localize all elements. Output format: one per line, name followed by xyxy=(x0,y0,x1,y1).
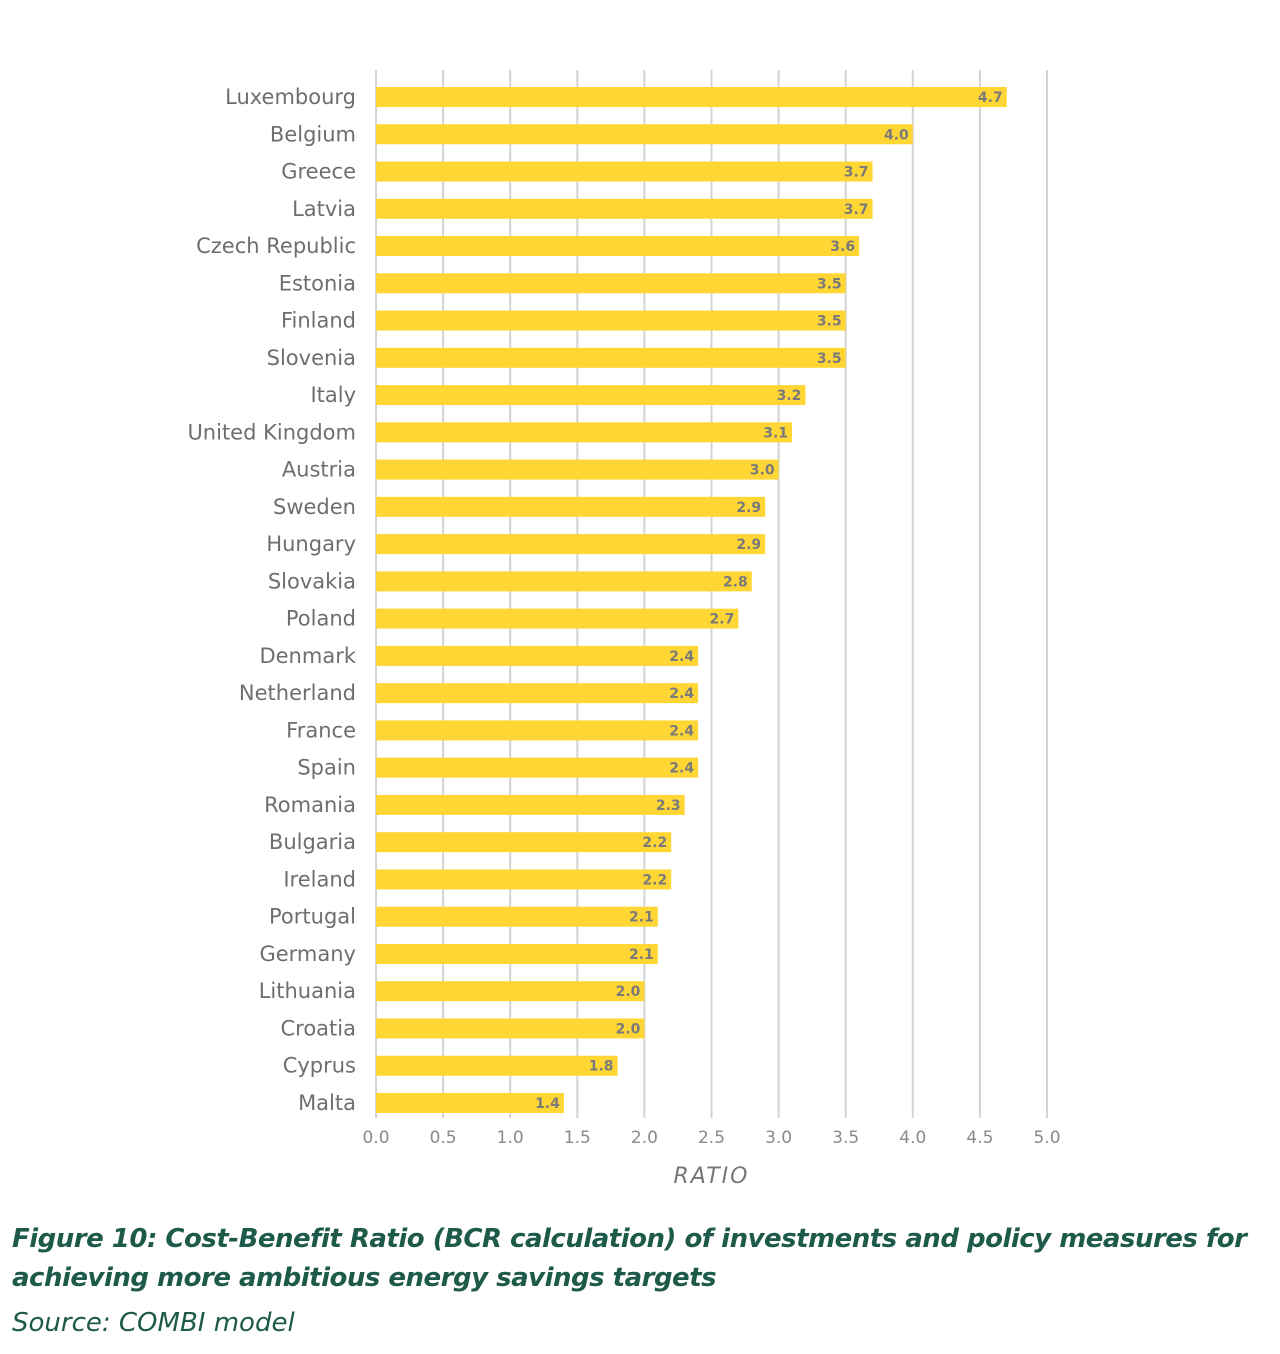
data-label: 2.0 xyxy=(616,984,641,1000)
category-label: Malta xyxy=(298,1091,356,1115)
bar xyxy=(376,459,779,480)
category-label: Lithuania xyxy=(259,979,356,1003)
data-label: 2.4 xyxy=(669,723,694,739)
x-tick-label: 1.0 xyxy=(497,1128,524,1148)
bar xyxy=(376,236,860,257)
bar xyxy=(376,683,699,704)
bar xyxy=(376,310,846,331)
x-axis-label: RATIO xyxy=(674,1164,750,1189)
data-label: 4.0 xyxy=(884,127,909,143)
data-label: 3.5 xyxy=(817,276,842,292)
bar xyxy=(376,645,699,666)
bar xyxy=(376,87,1007,107)
category-label: Slovenia xyxy=(267,346,356,370)
bar xyxy=(376,1055,618,1076)
category-label: Latvia xyxy=(292,197,356,221)
category-label: Croatia xyxy=(281,1016,357,1040)
data-label: 2.4 xyxy=(669,686,694,702)
figure-source: Source: COMBI model xyxy=(12,1308,295,1338)
bar xyxy=(376,943,658,964)
data-label: 2.4 xyxy=(669,649,694,665)
bar xyxy=(376,906,658,927)
data-label: 2.2 xyxy=(642,872,667,888)
category-label: Italy xyxy=(310,383,356,407)
bar xyxy=(376,869,672,890)
bar xyxy=(376,720,699,741)
bar xyxy=(376,273,846,294)
x-tick-label: 1.5 xyxy=(564,1128,591,1148)
category-label: Hungary xyxy=(266,532,356,556)
data-label: 2.1 xyxy=(629,910,654,926)
data-label: 2.8 xyxy=(723,574,748,590)
category-label: Greece xyxy=(281,160,356,184)
data-label: 3.2 xyxy=(777,388,802,404)
x-tick-label: 4.0 xyxy=(899,1128,926,1148)
bar xyxy=(376,832,672,853)
figure-caption: Figure 10: Cost-Benefit Ratio (BCR calcu… xyxy=(12,1224,1247,1293)
data-label: 2.0 xyxy=(616,1021,641,1037)
category-label: Netherland xyxy=(239,681,356,705)
bar xyxy=(376,757,699,778)
category-label: Belgium xyxy=(270,122,356,146)
x-tick-label: 5.0 xyxy=(1033,1128,1060,1148)
category-label: Cyprus xyxy=(283,1054,356,1078)
category-label: United Kingdom xyxy=(187,420,356,444)
data-label: 2.9 xyxy=(736,500,761,516)
bar xyxy=(376,794,685,815)
category-label: Ireland xyxy=(283,867,356,891)
bar xyxy=(376,981,645,1002)
x-tick-label: 3.0 xyxy=(765,1128,792,1148)
category-label: Portugal xyxy=(269,905,356,929)
x-tick-label: 2.0 xyxy=(631,1128,658,1148)
category-label: Romania xyxy=(264,793,356,817)
bar xyxy=(376,534,766,555)
x-tick-label: 3.5 xyxy=(832,1128,859,1148)
bar xyxy=(376,608,739,629)
x-tick-label: 4.5 xyxy=(966,1128,993,1148)
bar xyxy=(376,124,913,145)
category-label: Bulgaria xyxy=(269,830,356,854)
bar xyxy=(376,422,793,443)
data-label: 2.1 xyxy=(629,947,654,963)
x-tick-label: 0.5 xyxy=(430,1128,457,1148)
data-label: 2.9 xyxy=(736,537,761,553)
data-label: 3.5 xyxy=(817,314,842,330)
category-label: France xyxy=(286,718,356,742)
data-label: 1.4 xyxy=(535,1096,560,1112)
data-label: 3.5 xyxy=(817,351,842,367)
bar xyxy=(376,385,806,406)
category-label: Luxembourg xyxy=(225,85,356,109)
category-label: Finland xyxy=(281,309,356,333)
category-label: Slovakia xyxy=(268,569,356,593)
category-label: Sweden xyxy=(273,495,356,519)
category-label: Estonia xyxy=(279,271,356,295)
data-label: 2.4 xyxy=(669,761,694,777)
category-label: Spain xyxy=(297,756,356,780)
data-label: 3.7 xyxy=(844,165,869,181)
data-label: 2.3 xyxy=(656,798,681,814)
category-label: Denmark xyxy=(259,644,356,668)
data-label: 3.0 xyxy=(750,463,775,479)
x-tick-label: 0.0 xyxy=(362,1128,389,1148)
category-label: Poland xyxy=(286,607,356,631)
bar xyxy=(376,1093,564,1113)
data-label: 2.2 xyxy=(642,835,667,851)
data-label: 4.7 xyxy=(978,90,1003,106)
bar xyxy=(376,198,873,219)
bar xyxy=(376,161,873,182)
bar xyxy=(376,571,752,592)
bar xyxy=(376,1018,645,1039)
data-label: 1.8 xyxy=(589,1059,614,1075)
category-label: Germany xyxy=(259,942,356,966)
bar-chart: 0.0 0.5 1.0 1.5 2.0 2.5 3.0 3.5 4.0 4.5 5.0 Luxembo… xyxy=(187,70,1061,1189)
data-label: 3.1 xyxy=(763,425,788,441)
x-tick-label: 2.5 xyxy=(698,1128,725,1148)
data-label: 3.7 xyxy=(844,202,869,218)
bar xyxy=(376,347,846,368)
data-label: 2.7 xyxy=(710,612,735,628)
data-label: 3.6 xyxy=(830,239,855,255)
category-label: Austria xyxy=(282,458,356,482)
category-label: Czech Republic xyxy=(196,234,356,258)
bar xyxy=(376,496,766,517)
